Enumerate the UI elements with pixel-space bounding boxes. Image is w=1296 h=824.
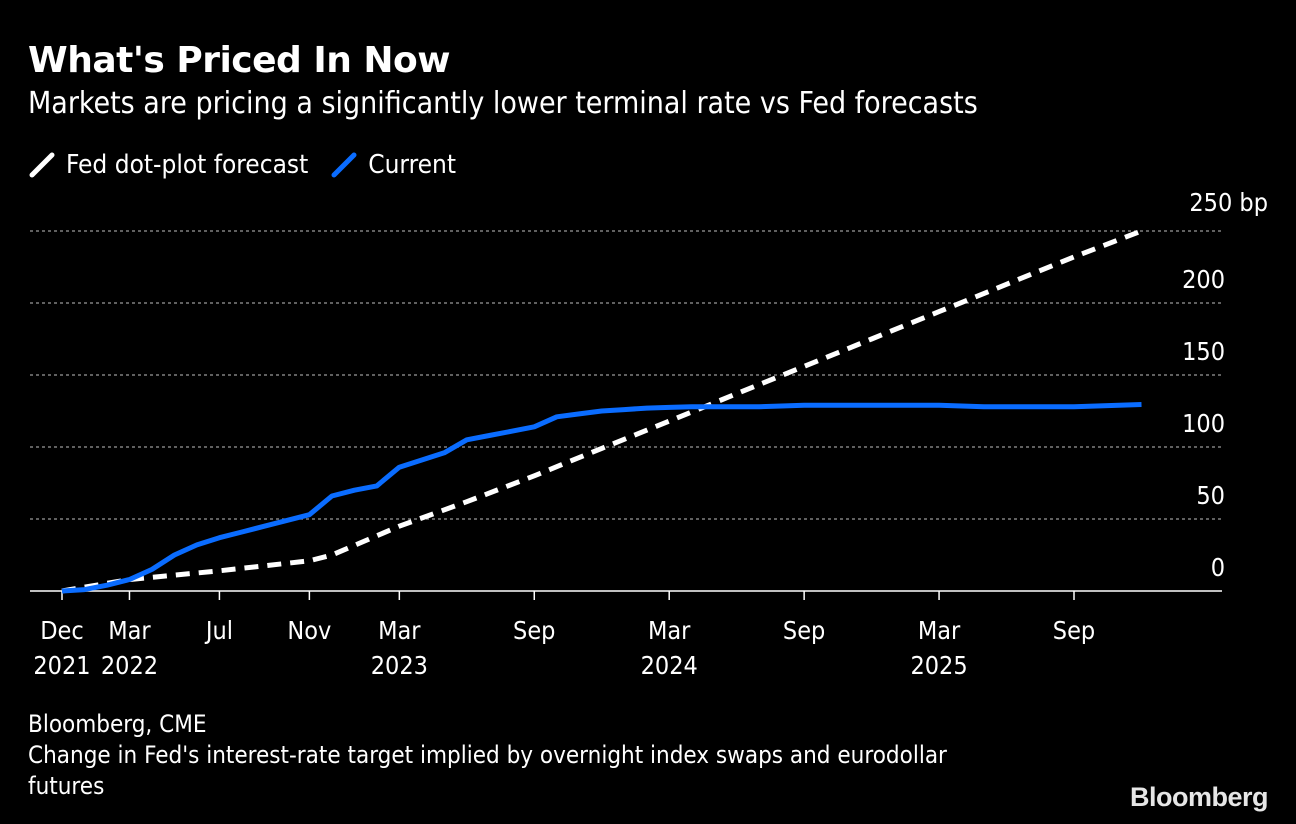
x-tick-label-6: Mar	[648, 616, 691, 645]
x-tick-label-7: Sep	[783, 616, 825, 645]
x-tick-label-0: Dec	[40, 616, 84, 645]
series-line-current	[61, 402, 1142, 594]
bloomberg-logo: Bloomberg	[1129, 782, 1269, 812]
x-tick-label-1: Mar	[108, 616, 151, 645]
y-tick-label-100: 100	[1182, 409, 1225, 438]
chart-legend: Fed dot-plot forecast Current	[28, 150, 478, 180]
legend-swatch-dashed-white	[29, 152, 55, 178]
y-tick-label-50: 50	[1196, 481, 1225, 510]
legend-label-fed-dot-plot: Fed dot-plot forecast	[66, 150, 309, 180]
x-tick-label-3: Nov	[287, 616, 331, 645]
series-line-fed-dot-plot	[61, 228, 1143, 594]
y-tick-label-250: 250 bp	[1189, 188, 1268, 217]
x-tick-label-5: Sep	[513, 616, 555, 645]
x-tick-year-label-0: 2021	[33, 651, 90, 680]
y-tick-label-150: 150	[1182, 337, 1225, 366]
legend-label-current: Current	[368, 150, 457, 180]
x-tick-label-4: Mar	[378, 616, 421, 645]
x-tick-year-label-8: 2025	[910, 651, 967, 680]
source-note: Bloomberg, CME	[28, 710, 207, 738]
x-tick-label-2: Jul	[204, 616, 233, 645]
x-tick-year-label-1: 2022	[101, 651, 158, 680]
y-tick-label-0: 0	[1211, 553, 1225, 582]
x-tick-year-label-6: 2024	[641, 651, 698, 680]
legend-swatch-solid-blue	[331, 152, 357, 178]
x-tick-label-8: Mar	[918, 616, 961, 645]
footnote: Change in Fed's interest-rate target imp…	[28, 741, 947, 800]
legend-item-fed-dot-plot: Fed dot-plot forecast	[28, 150, 308, 180]
x-tick-label-9: Sep	[1053, 616, 1095, 645]
legend-item-current: Current	[330, 150, 456, 180]
chart-title: What's Priced In Now	[28, 40, 451, 81]
chart-subtitle: Markets are pricing a significantly lowe…	[28, 86, 978, 121]
x-tick-year-label-4: 2023	[371, 651, 428, 680]
y-tick-label-200: 200	[1182, 265, 1225, 294]
